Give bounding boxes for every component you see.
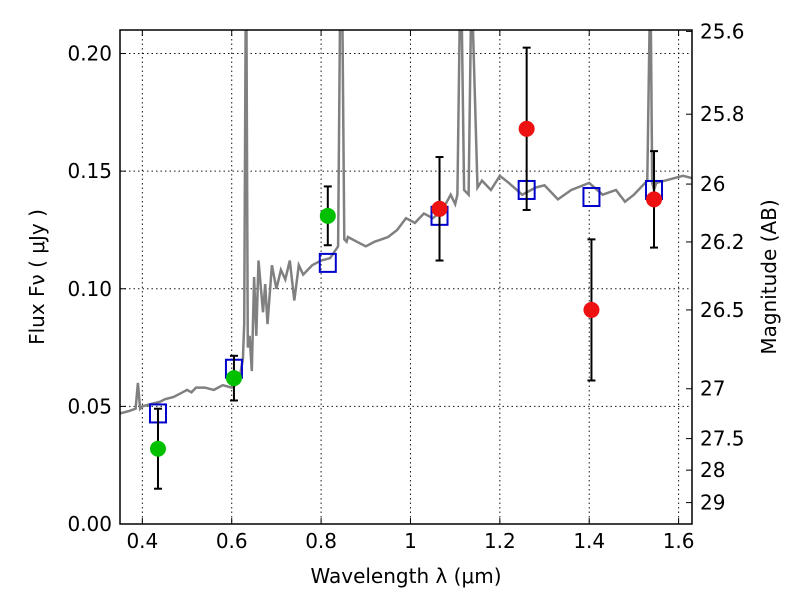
right-tick-label: 25.8	[700, 102, 745, 126]
y-axis-label-right: Magnitude (AB)	[757, 199, 781, 354]
data-point	[431, 200, 448, 217]
right-tick-label: 25.6	[700, 19, 745, 43]
right-tick-label: 27	[700, 377, 725, 401]
data-point	[225, 370, 242, 387]
spectrum-line	[120, 30, 692, 415]
x-tick-label: 1.6	[663, 529, 695, 553]
y-tick-label: 0.05	[67, 394, 112, 418]
y-tick-label: 0.00	[67, 512, 112, 536]
x-tick-label: 0.6	[216, 529, 248, 553]
right-tick-label: 26	[700, 172, 725, 196]
y-tick-label: 0.15	[67, 159, 112, 183]
y-tick-label: 0.10	[67, 277, 112, 301]
right-tick-label: 27.5	[700, 427, 745, 451]
data-point	[149, 440, 166, 457]
grid	[120, 30, 692, 525]
right-tick-label: 26.5	[700, 298, 745, 322]
model-square	[318, 252, 337, 273]
plot-area	[120, 30, 692, 490]
data-point	[518, 120, 535, 137]
data-point	[583, 301, 600, 318]
data-point	[646, 191, 663, 208]
x-axis-label: Wavelength λ (μm)	[310, 564, 501, 588]
right-tick-label: 26.2	[700, 230, 745, 254]
right-tick-label: 29	[700, 491, 725, 515]
data-point	[319, 207, 336, 224]
x-tick-label: 0.8	[305, 529, 337, 553]
x-tick-label: 1.2	[484, 529, 516, 553]
x-tick-label: 0.4	[126, 529, 158, 553]
right-tick-label: 28	[700, 458, 725, 482]
model-square	[582, 187, 601, 208]
plot-frame	[119, 29, 693, 525]
x-tick-label: 1	[404, 529, 417, 553]
y-tick-label: 0.20	[67, 42, 112, 66]
x-tick-label: 1.4	[573, 529, 605, 553]
y-axis-label: Flux Fν ( μJy )	[25, 209, 49, 345]
axis-ticks: 0.4 0.6 0.8 1 1.2 1.4 1.6 0.00 0.05 0.10 0.15 0.20 2…	[67, 19, 744, 553]
